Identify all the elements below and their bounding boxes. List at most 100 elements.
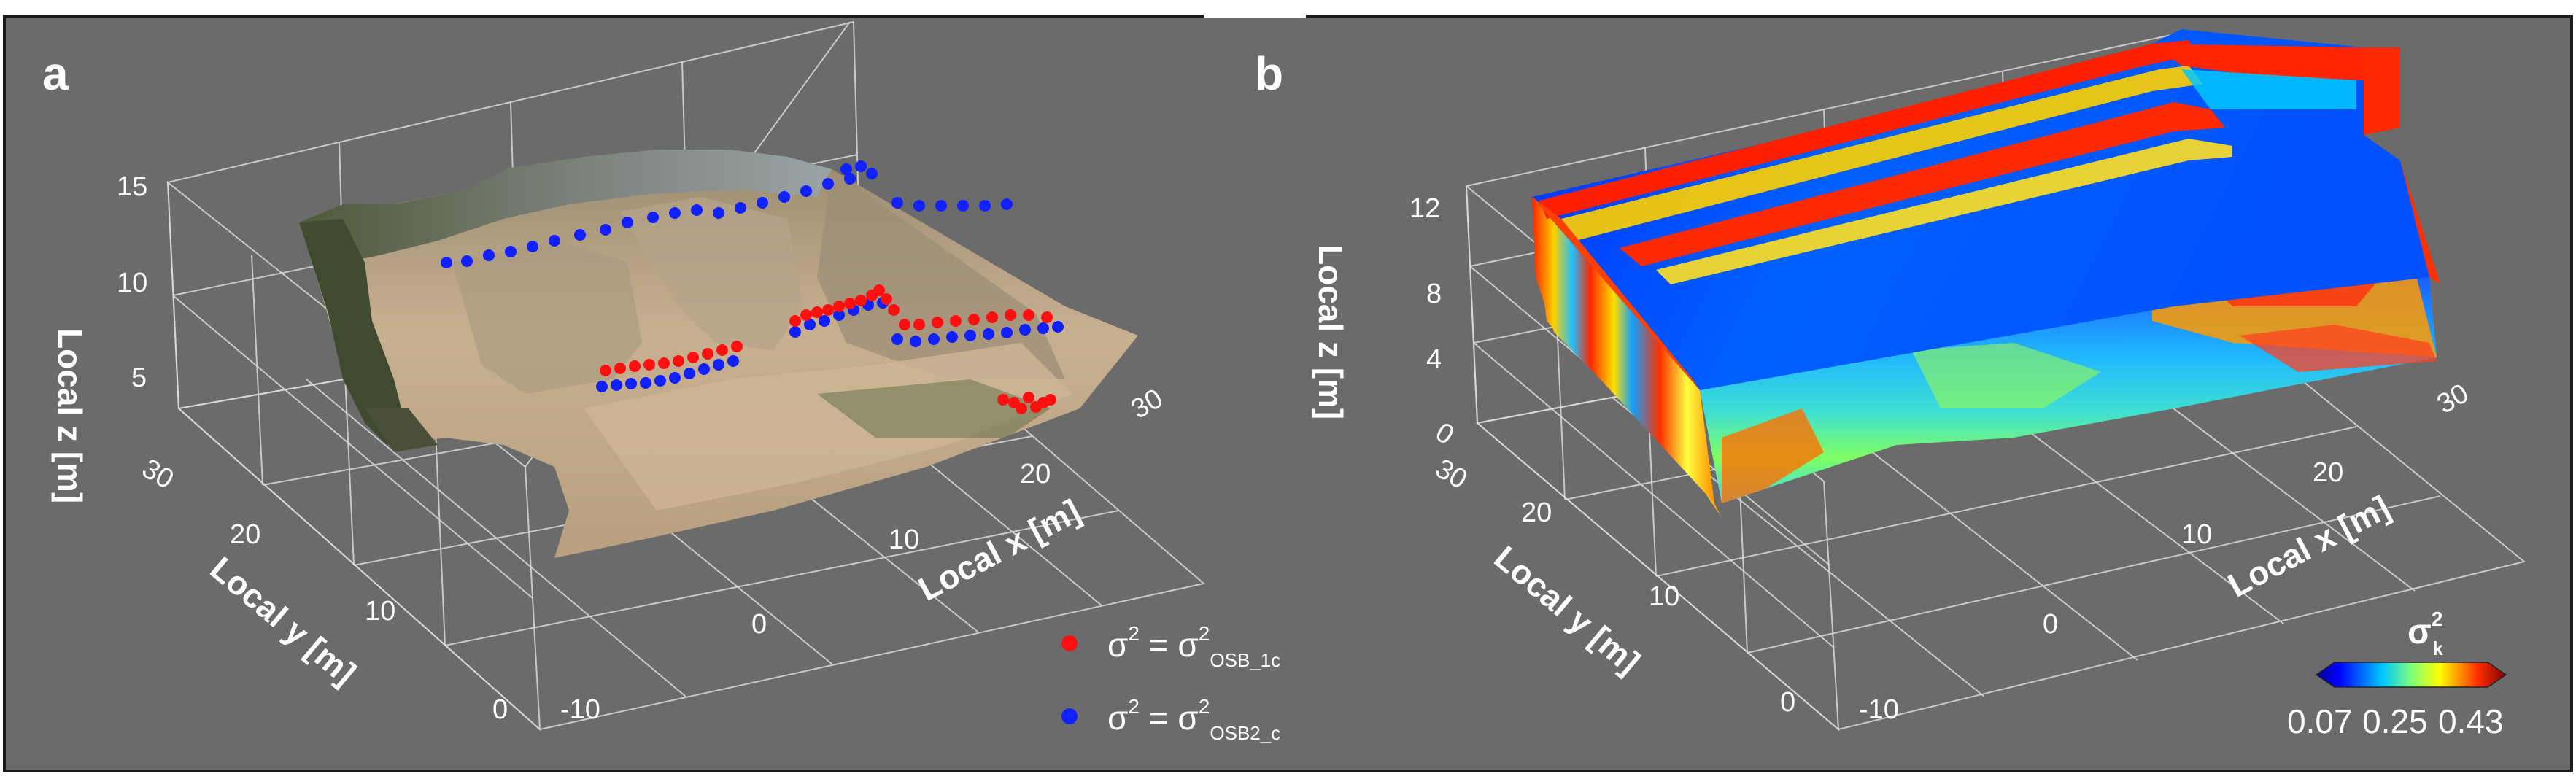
data-point bbox=[873, 284, 885, 296]
osb1c-points bbox=[600, 284, 1056, 414]
data-point bbox=[913, 319, 925, 330]
panel-b-y-tick: 10 bbox=[1649, 581, 1679, 612]
data-point bbox=[840, 163, 852, 175]
panel-a-z-tick: 10 bbox=[117, 268, 147, 298]
data-point bbox=[549, 235, 560, 247]
data-point bbox=[1001, 327, 1013, 338]
data-point bbox=[600, 365, 611, 376]
data-point bbox=[461, 255, 473, 267]
panel-b-x-tick: 0 bbox=[2043, 609, 2058, 640]
panel-b-z-tick: 8 bbox=[1426, 279, 1442, 309]
data-point bbox=[716, 344, 728, 356]
data-point bbox=[735, 202, 746, 214]
data-point bbox=[1052, 321, 1064, 333]
colorbar: σ2 k 0.07 0.25 0.43 bbox=[2287, 608, 2507, 740]
data-point bbox=[983, 328, 994, 340]
data-point bbox=[1016, 403, 1027, 414]
data-point bbox=[932, 317, 943, 328]
data-point bbox=[1023, 309, 1034, 321]
data-point bbox=[899, 319, 910, 330]
data-point bbox=[669, 372, 681, 384]
data-point bbox=[614, 363, 626, 374]
data-point bbox=[822, 178, 834, 190]
data-point bbox=[957, 200, 969, 212]
data-point bbox=[844, 298, 856, 309]
data-point bbox=[731, 341, 743, 352]
data-point bbox=[684, 368, 695, 379]
panel-a-x-tick: 0 bbox=[751, 609, 767, 640]
osb2c-points bbox=[441, 160, 1064, 392]
data-point bbox=[913, 200, 925, 212]
data-point bbox=[625, 378, 637, 390]
panel-a-x-tick: 10 bbox=[889, 524, 919, 555]
colorbar-title: σ2 k bbox=[2407, 608, 2443, 659]
data-point bbox=[800, 309, 812, 321]
data-point bbox=[891, 197, 903, 209]
data-point bbox=[881, 293, 892, 305]
data-point bbox=[979, 200, 991, 212]
data-point bbox=[946, 331, 958, 343]
data-point bbox=[687, 352, 699, 363]
data-point bbox=[1005, 309, 1016, 321]
data-point bbox=[669, 207, 681, 219]
data-point bbox=[822, 304, 834, 316]
legend-text-osb1c: σ2 = σ2OSB_1c bbox=[1107, 622, 1280, 671]
panel-b-x-tick: 10 bbox=[2181, 519, 2212, 550]
colorbar-tick: 0.43 bbox=[2438, 702, 2504, 740]
panel-a-z-label: Local z [m] bbox=[51, 328, 89, 503]
data-point bbox=[1045, 394, 1056, 406]
data-point bbox=[702, 348, 713, 360]
data-point bbox=[855, 160, 867, 172]
data-point bbox=[441, 257, 452, 268]
panel-b-z-tick: 4 bbox=[1426, 344, 1442, 375]
data-point bbox=[713, 359, 724, 371]
data-point bbox=[611, 379, 622, 391]
data-point bbox=[1001, 198, 1013, 210]
legend-marker-red bbox=[1061, 635, 1078, 651]
data-point bbox=[866, 168, 878, 179]
panel-b-y-tick: 20 bbox=[1521, 497, 1552, 528]
data-point bbox=[505, 246, 517, 257]
data-point bbox=[928, 333, 940, 345]
panel-a-z-tick: 15 bbox=[117, 171, 147, 202]
colorbar-gradient bbox=[2315, 662, 2507, 688]
legend-item-osb2c: σ2 = σ2OSB2_c bbox=[1061, 695, 1280, 744]
data-point bbox=[997, 394, 1009, 406]
colorbar-tick: 0.07 bbox=[2287, 702, 2353, 740]
data-point bbox=[968, 314, 980, 325]
data-point bbox=[844, 173, 856, 185]
data-point bbox=[789, 315, 801, 327]
data-point bbox=[527, 241, 538, 252]
data-point bbox=[691, 204, 703, 216]
data-point bbox=[986, 311, 998, 323]
data-point bbox=[600, 224, 611, 236]
data-point bbox=[658, 357, 670, 369]
data-point bbox=[1019, 324, 1031, 336]
data-point bbox=[647, 212, 659, 223]
data-point bbox=[819, 315, 830, 327]
data-point bbox=[713, 207, 724, 219]
data-point bbox=[910, 336, 921, 347]
variance-volume bbox=[1532, 29, 2440, 518]
data-point bbox=[855, 295, 867, 306]
data-point bbox=[574, 229, 586, 241]
panel-b-z-label: Local z [m] bbox=[1312, 244, 1350, 419]
colorbar-tick: 0.25 bbox=[2362, 702, 2428, 740]
panel-b-z-tick: 12 bbox=[1409, 193, 1440, 224]
data-point bbox=[757, 197, 768, 209]
data-point bbox=[888, 304, 900, 316]
panel-a-y-tick: 0 bbox=[492, 694, 508, 725]
data-point bbox=[811, 306, 823, 318]
data-point bbox=[800, 185, 812, 197]
panel-a-x-tick: 20 bbox=[1020, 459, 1051, 489]
panel-b-label: b bbox=[1255, 47, 1283, 100]
data-point bbox=[778, 191, 790, 203]
legend-text-osb2c: σ2 = σ2OSB2_c bbox=[1107, 695, 1280, 744]
panel-a: a Local z [m] 15 10 5 30 20 10 0 Local y… bbox=[42, 20, 1280, 744]
data-point bbox=[596, 381, 608, 392]
panel-a-x-tick: -10 bbox=[560, 694, 600, 725]
panel-b-x-tick: -10 bbox=[1859, 694, 1899, 725]
data-point bbox=[891, 333, 903, 345]
